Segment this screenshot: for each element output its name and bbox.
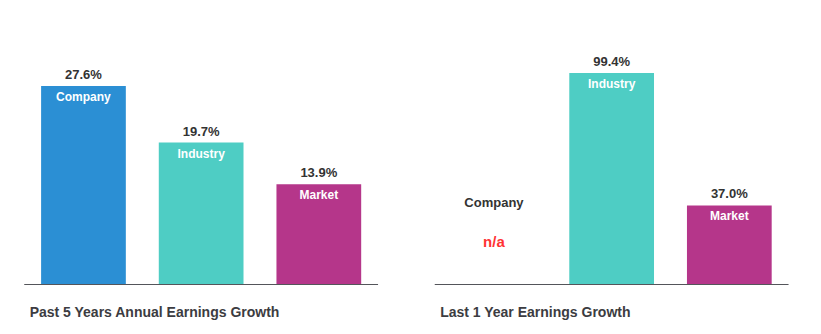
svg-text:Market: Market <box>299 188 338 202</box>
svg-text:n/a: n/a <box>483 233 505 250</box>
svg-text:Industry: Industry <box>177 147 225 161</box>
svg-text:37.0%: 37.0% <box>711 186 748 201</box>
svg-text:27.6%: 27.6% <box>65 67 102 82</box>
svg-text:Past 5 Years Annual Earnings G: Past 5 Years Annual Earnings Growth <box>30 304 280 320</box>
svg-text:19.7%: 19.7% <box>183 124 220 139</box>
svg-text:Company: Company <box>464 195 524 210</box>
svg-text:Company: Company <box>56 90 111 104</box>
svg-text:Industry: Industry <box>588 77 636 91</box>
svg-text:Last 1 Year Earnings Growth: Last 1 Year Earnings Growth <box>440 304 630 320</box>
svg-text:99.4%: 99.4% <box>593 54 630 69</box>
svg-text:Market: Market <box>710 209 749 223</box>
svg-text:13.9%: 13.9% <box>300 165 337 180</box>
